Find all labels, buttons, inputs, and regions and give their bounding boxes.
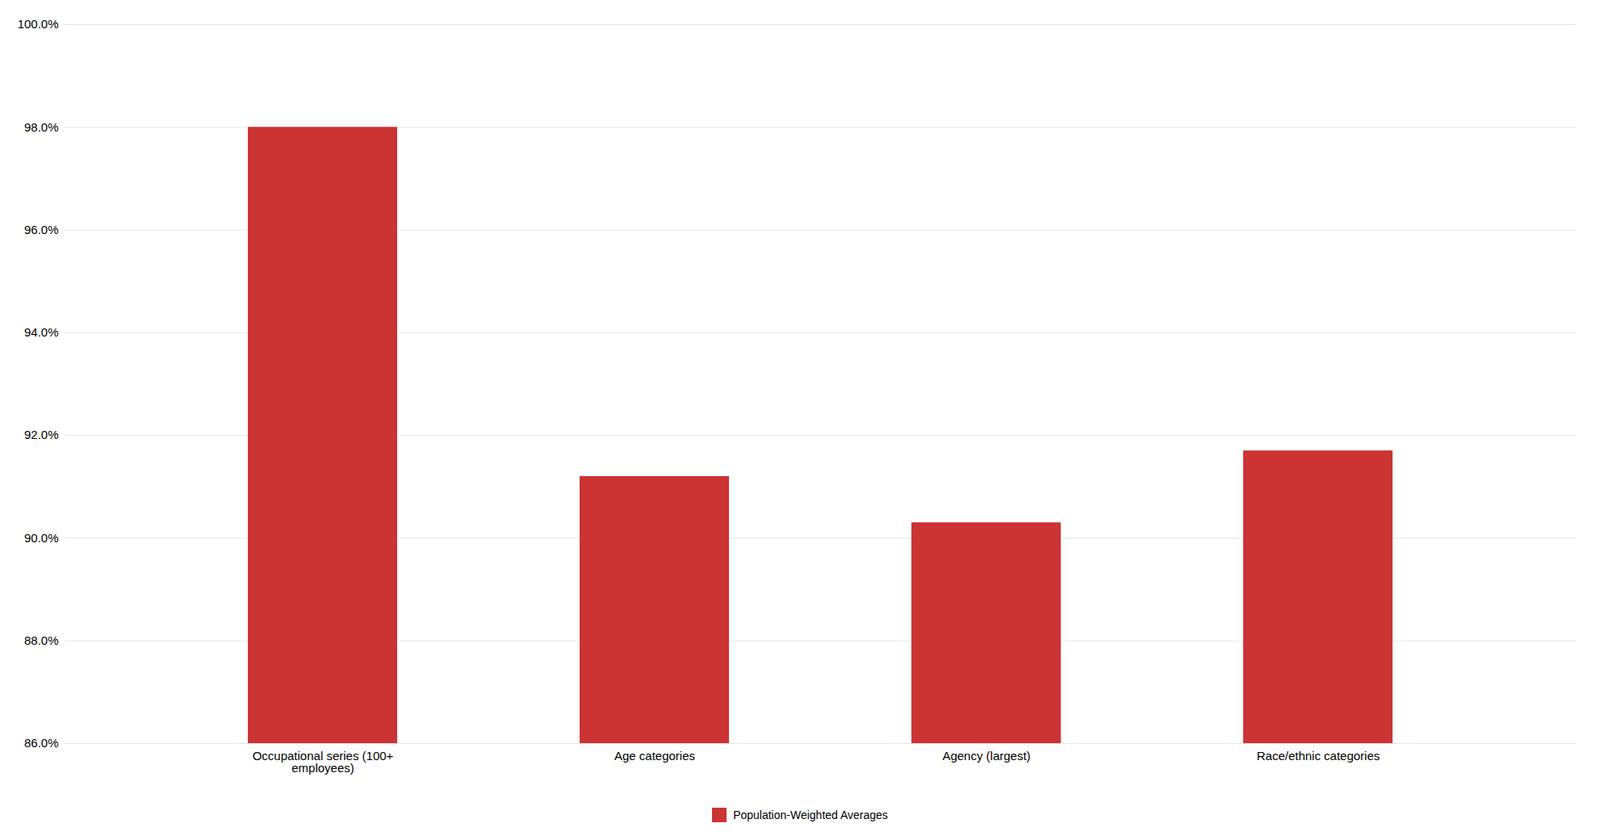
svg-text:Occupational series (100+emplo: Occupational series (100+employees) bbox=[252, 749, 394, 775]
svg-text:94.0%: 94.0% bbox=[24, 325, 59, 340]
svg-text:90.0%: 90.0% bbox=[24, 531, 59, 545]
svg-text:100.0%: 100.0% bbox=[17, 16, 59, 31]
svg-text:Agency (largest): Agency (largest) bbox=[942, 749, 1031, 763]
svg-text:96.0%: 96.0% bbox=[24, 222, 59, 237]
svg-text:92.0%: 92.0% bbox=[24, 427, 59, 442]
svg-text:86.0%: 86.0% bbox=[24, 736, 59, 750]
html-text:Population-Weighted Averages: Population-Weighted Averages bbox=[733, 808, 888, 822]
svg-text:Age categories: Age categories bbox=[614, 749, 696, 763]
svg-text:98.0%: 98.0% bbox=[24, 120, 59, 135]
svg-text:Race/ethnic categories: Race/ethnic categories bbox=[1256, 749, 1381, 763]
svg-text:88.0%: 88.0% bbox=[24, 633, 59, 648]
